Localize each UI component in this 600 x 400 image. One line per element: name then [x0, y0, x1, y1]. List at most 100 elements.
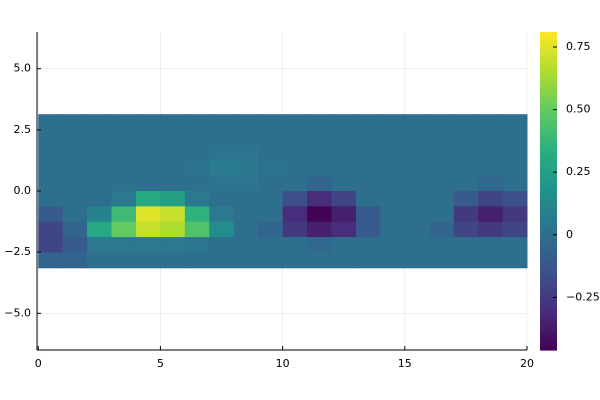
- heatmap-cell: [453, 160, 479, 177]
- x-tick-label: 5: [157, 357, 164, 370]
- colorbar-slice: [540, 159, 557, 164]
- colorbar-slice: [540, 71, 557, 77]
- colorbar-slice: [540, 187, 557, 192]
- heatmap-cell: [233, 160, 259, 177]
- heatmap-cell: [331, 144, 357, 161]
- heatmap-cell: [355, 175, 381, 192]
- heatmap-cell: [233, 221, 259, 238]
- colorbar-slice: [540, 63, 557, 69]
- colorbar-slice: [540, 131, 557, 136]
- colorbar-slice: [540, 135, 557, 140]
- heatmap-cell: [160, 237, 186, 253]
- heatmap-cell: [38, 114, 64, 131]
- heatmap-cell: [380, 129, 406, 146]
- colorbar-slice: [540, 330, 557, 335]
- colorbar-slice: [540, 83, 557, 89]
- heatmap-cell: [331, 114, 357, 131]
- heatmap-cell: [404, 144, 430, 161]
- colorbar-slice: [540, 242, 557, 248]
- heatmap-cell: [307, 237, 332, 253]
- x-tick-label: 10: [276, 357, 290, 370]
- colorbar-slice: [540, 222, 557, 228]
- heatmap-cell: [355, 129, 381, 146]
- heatmap-cell: [478, 114, 504, 131]
- heatmap-cell: [331, 237, 357, 253]
- colorbar-slice: [540, 107, 557, 113]
- colorbar-slice: [540, 270, 557, 276]
- heatmap-cell: [331, 129, 357, 146]
- colorbar-slice: [540, 210, 557, 216]
- colorbar-tick-label: 0.50: [566, 103, 591, 116]
- heatmap-cell: [380, 175, 406, 192]
- heatmap-cell: [111, 160, 137, 177]
- colorbar-slice: [540, 183, 557, 188]
- heatmap-cell: [160, 114, 186, 131]
- heatmap-cell: [135, 175, 161, 192]
- heatmap-cell: [429, 237, 455, 253]
- colorbar-slice: [540, 338, 557, 343]
- heatmap-cell: [62, 237, 88, 253]
- colorbar-slice: [540, 278, 557, 284]
- colorbar-slice: [540, 115, 557, 121]
- heatmap-cell: [233, 191, 259, 207]
- heatmap-cell: [209, 221, 235, 238]
- colorbar-slice: [540, 191, 557, 196]
- heatmap-cell: [209, 175, 235, 192]
- heatmap-cell: [355, 237, 381, 253]
- heatmap-cell: [307, 160, 332, 177]
- heatmap-cell: [355, 191, 381, 207]
- heatmap-cell: [453, 237, 479, 253]
- heatmap-cell: [282, 206, 308, 223]
- heatmap-cell: [380, 160, 406, 177]
- colorbar-slice: [540, 143, 557, 148]
- colorbar-slice: [540, 123, 557, 128]
- colorbar-slice: [540, 274, 557, 280]
- heatmap-cell: [62, 206, 88, 223]
- heatmap-cell: [453, 175, 479, 192]
- heatmap-cell: [135, 114, 161, 131]
- heatmap-cell: [62, 252, 88, 269]
- heatmap-cell: [160, 144, 186, 161]
- heatmap-cell: [135, 206, 161, 223]
- heatmap-cell: [160, 221, 186, 238]
- heatmap-cell: [380, 252, 406, 269]
- heatmap-cell: [307, 191, 332, 207]
- colorbar-slice: [540, 147, 557, 152]
- heatmap-cell: [478, 237, 504, 253]
- heatmap-cell: [38, 129, 64, 146]
- heatmap-cell: [429, 175, 455, 192]
- heatmap-cell: [429, 206, 455, 223]
- heatmap-cell: [160, 175, 186, 192]
- heatmap-cell: [502, 191, 528, 207]
- heatmap-cell: [233, 114, 259, 131]
- heatmap-cell: [307, 221, 332, 238]
- heatmap-cell: [38, 160, 64, 177]
- heatmap-cell: [502, 114, 528, 131]
- heatmap-cell: [429, 221, 455, 238]
- heatmap-cell: [429, 252, 455, 269]
- heatmap-cell: [453, 191, 479, 207]
- heatmap-cell: [233, 252, 259, 269]
- heatmap-cell: [478, 221, 504, 238]
- colorbar-slice: [540, 119, 557, 125]
- heatmap-cell: [135, 144, 161, 161]
- heatmap-cell: [184, 237, 210, 253]
- heatmap-cell: [184, 129, 210, 146]
- heatmap-cell: [87, 252, 113, 269]
- heatmap-cell: [478, 129, 504, 146]
- colorbar-slice: [540, 51, 557, 57]
- heatmap-cell: [87, 144, 113, 161]
- heatmap-cell: [502, 221, 528, 238]
- heatmap-cell: [502, 206, 528, 223]
- heatmap-cell: [502, 144, 528, 161]
- heatmap-cell: [111, 144, 137, 161]
- x-tick-label: 15: [398, 357, 412, 370]
- colorbar-slice: [540, 306, 557, 311]
- heatmap-cell: [502, 129, 528, 146]
- heatmap-cell: [184, 206, 210, 223]
- heatmap-cell: [233, 237, 259, 253]
- heatmap-cell: [38, 191, 64, 207]
- heatmap-cell: [160, 206, 186, 223]
- heatmap-cell: [404, 221, 430, 238]
